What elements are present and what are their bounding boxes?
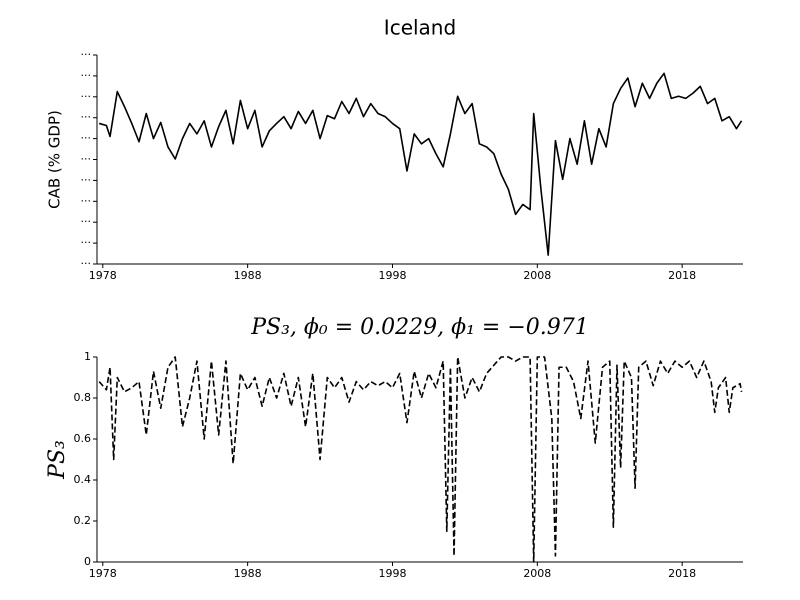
y-axis-label: CAB (% GDP) [46, 110, 64, 209]
x-tick-label: 1988 [234, 567, 262, 580]
y-tick-label: 0.4 [74, 473, 92, 486]
y-tick-label: 0 [84, 555, 91, 568]
x-tick-label: 2018 [668, 567, 696, 580]
y-tick-label: ... [81, 66, 92, 79]
x-tick-label: 1998 [378, 269, 406, 282]
y-tick-label: ... [81, 150, 92, 163]
chart-title: Iceland [384, 16, 456, 40]
y-tick-label: 0.6 [74, 432, 92, 445]
x-tick-label: 1978 [89, 269, 117, 282]
y-tick-label: 0.8 [74, 391, 92, 404]
x-tick-label: 1998 [378, 567, 406, 580]
y-tick-label: ... [81, 254, 92, 267]
data-line [98, 356, 743, 563]
y-tick-label: ... [81, 87, 92, 100]
x-tick-label: 2008 [523, 567, 551, 580]
x-tick-label: 1988 [234, 269, 262, 282]
y-tick-label: ... [81, 233, 92, 246]
x-tick-label: 1978 [89, 567, 117, 580]
y-tick-label: ... [81, 108, 92, 121]
y-tick-label: ... [81, 212, 92, 225]
y-tick-label: 0.2 [74, 514, 92, 527]
y-tick-label: ... [81, 170, 92, 183]
y-tick-label: 1 [84, 350, 91, 363]
y-tick-label: ... [81, 45, 92, 58]
y-tick-label: ... [81, 191, 92, 204]
x-tick-label: 2018 [668, 269, 696, 282]
y-tick-label: ... [81, 129, 92, 142]
x-tick-label: 2008 [523, 269, 551, 282]
chart-title: PS₃, ϕ₀ = 0.0229, ϕ₁ = −0.971 [250, 315, 589, 340]
y-axis-label: PS₃ [45, 440, 70, 480]
data-line [98, 72, 743, 256]
